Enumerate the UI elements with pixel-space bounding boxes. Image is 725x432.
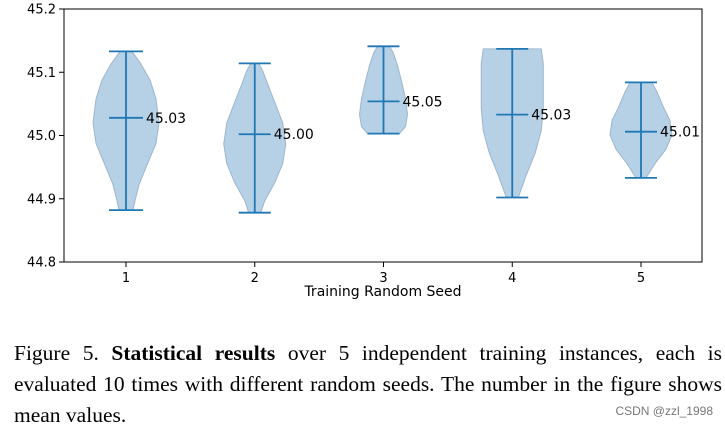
watermark: CSDN @zzl_1998 — [615, 404, 713, 418]
mean-value-label: 45.03 — [146, 111, 186, 127]
y-tick-label: 44.9 — [27, 192, 56, 207]
y-axis: 44.8 44.9 45.0 45.1 45.2 — [27, 3, 64, 271]
y-tick-label: 45.2 — [27, 3, 56, 18]
x-tick-label: 4 — [508, 271, 516, 286]
x-axis-title: Training Random Seed — [303, 284, 461, 300]
violin-group: 45.03 45.00 45.05 45.03 45.01 — [92, 45, 700, 214]
caption-label: Figure 5. — [14, 341, 99, 365]
figure-caption: Figure 5. Statistical results over 5 ind… — [14, 338, 722, 431]
caption-text: over 5 independent training instances, e… — [14, 341, 722, 427]
y-tick-label: 45.0 — [27, 129, 56, 144]
x-tick-label: 3 — [379, 271, 387, 286]
x-tick-label: 5 — [637, 271, 645, 286]
mean-value-label: 45.03 — [531, 108, 571, 124]
mean-value-label: 45.01 — [660, 125, 700, 141]
mean-value-label: 45.05 — [403, 94, 443, 110]
mean-value-label: 45.00 — [274, 127, 314, 143]
x-tick-label: 2 — [251, 271, 259, 286]
y-tick-label: 44.8 — [27, 256, 56, 271]
x-axis: 1 2 3 4 5 — [122, 262, 645, 286]
x-tick-label: 1 — [122, 271, 130, 286]
caption-bold: Statistical results — [111, 341, 276, 365]
y-tick-label: 45.1 — [27, 66, 56, 81]
